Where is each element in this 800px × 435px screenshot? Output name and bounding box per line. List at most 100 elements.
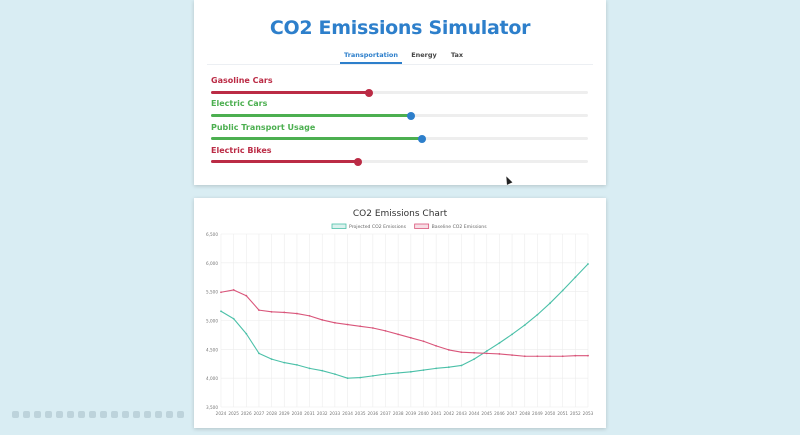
public-transport-slider[interactable] <box>211 134 588 143</box>
slider-thumb[interactable] <box>354 157 363 166</box>
slider-fill <box>211 137 423 140</box>
data-point <box>447 366 450 369</box>
tab-energy[interactable]: Energy <box>411 51 437 59</box>
data-point <box>359 376 362 379</box>
data-point <box>498 353 501 355</box>
data-point <box>561 355 564 358</box>
tab-tax[interactable]: Tax <box>450 51 464 59</box>
data-point <box>220 291 222 294</box>
x-tick-label: 2028 <box>266 411 277 416</box>
data-point <box>498 342 501 344</box>
tab-transportation[interactable]: Transportation <box>340 49 402 64</box>
page-title: CO2 Emissions Simulator <box>269 17 531 39</box>
x-tick-label: 2046 <box>494 411 505 416</box>
x-tick-label: 2029 <box>279 411 290 416</box>
x-tick-label: 2025 <box>228 411 239 416</box>
data-point <box>587 263 589 265</box>
x-tick-label: 2050 <box>545 411 556 416</box>
legend-label: Projected CO2 Emissions <box>349 224 407 230</box>
tool-icon[interactable] <box>133 410 140 418</box>
data-point <box>511 333 513 336</box>
tool-icon[interactable] <box>67 410 74 418</box>
x-tick-label: 2039 <box>405 411 416 416</box>
gasoline-cars-label: Gasoline Cars <box>211 76 273 85</box>
x-tick-label: 2032 <box>317 411 328 416</box>
x-tick-label: 2024 <box>216 411 227 416</box>
chart-panel: CO2 Emissions Chart 3,500 4,000 4,500 5,000… <box>194 198 606 428</box>
data-point <box>258 352 260 355</box>
x-tick-label: 2026 <box>241 411 252 416</box>
tool-icon[interactable] <box>177 410 184 418</box>
tool-icon[interactable] <box>122 410 129 418</box>
electric-bikes-label: Electric Bikes <box>211 146 272 155</box>
tool-icon[interactable] <box>155 410 162 418</box>
data-point <box>333 373 336 376</box>
data-point <box>321 369 324 372</box>
tool-icon[interactable] <box>23 410 30 418</box>
data-point <box>359 325 362 328</box>
tool-icon[interactable] <box>144 410 151 418</box>
data-point <box>371 327 374 329</box>
tool-icon[interactable] <box>111 410 118 418</box>
y-tick-label: 5,500 <box>206 290 218 295</box>
data-point <box>574 276 577 279</box>
data-point <box>258 309 260 312</box>
data-point <box>346 323 349 326</box>
data-point <box>523 324 526 327</box>
data-point <box>460 364 463 367</box>
x-tick-label: 2047 <box>507 411 518 416</box>
x-tick-label: 2034 <box>342 411 353 416</box>
data-point <box>384 373 387 376</box>
x-tick-label: 2036 <box>368 411 379 416</box>
legend-label: Baseline CO2 Emissions <box>432 224 488 230</box>
x-tick-label: 2048 <box>519 411 530 416</box>
data-point <box>371 374 374 377</box>
x-tick-label: 2043 <box>456 411 467 416</box>
data-point <box>283 361 286 364</box>
tab-bar: Transportation Energy Tax <box>207 49 593 65</box>
tool-icon[interactable] <box>78 410 85 418</box>
data-point <box>308 314 311 317</box>
slider-thumb[interactable] <box>418 134 427 143</box>
tool-icon[interactable] <box>12 410 19 418</box>
x-tick-label: 2051 <box>557 411 568 416</box>
simulator-panel: CO2 Emissions Simulator Transportation E… <box>194 0 606 185</box>
data-point <box>549 302 551 305</box>
slider-thumb[interactable] <box>406 111 415 120</box>
data-point <box>587 354 589 357</box>
gasoline-cars-slider[interactable] <box>211 88 588 97</box>
tool-icon[interactable] <box>89 410 96 418</box>
data-point <box>232 289 235 291</box>
data-point <box>561 289 564 292</box>
tool-icon[interactable] <box>45 410 52 418</box>
data-point <box>270 310 273 313</box>
tool-icon[interactable] <box>34 410 41 418</box>
data-point <box>435 344 438 347</box>
x-tick-label: 2049 <box>532 411 543 416</box>
data-point <box>308 367 311 370</box>
data-point <box>460 351 463 354</box>
electric-bikes-slider[interactable] <box>211 157 588 166</box>
x-tick-label: 2035 <box>355 411 366 416</box>
x-tick-label: 2031 <box>304 411 315 416</box>
data-point <box>485 350 488 352</box>
x-tick-label: 2033 <box>330 411 341 416</box>
data-point <box>220 310 222 313</box>
x-tick-label: 2027 <box>254 411 265 416</box>
data-point <box>473 358 476 361</box>
data-point <box>447 349 450 351</box>
tool-icon[interactable] <box>56 410 63 418</box>
tool-icon[interactable] <box>166 410 173 418</box>
legend-swatch <box>414 223 430 229</box>
data-point <box>296 364 298 366</box>
slider-thumb[interactable] <box>365 88 374 97</box>
y-tick-label: 6,000 <box>206 261 218 266</box>
data-point <box>245 332 248 335</box>
data-point <box>435 367 438 370</box>
data-point <box>245 294 248 297</box>
public-transport-label: Public Transport Usage <box>211 123 316 132</box>
electric-cars-slider[interactable] <box>211 111 588 120</box>
tool-icon[interactable] <box>100 410 107 418</box>
y-tick-label: 4,000 <box>206 376 218 381</box>
